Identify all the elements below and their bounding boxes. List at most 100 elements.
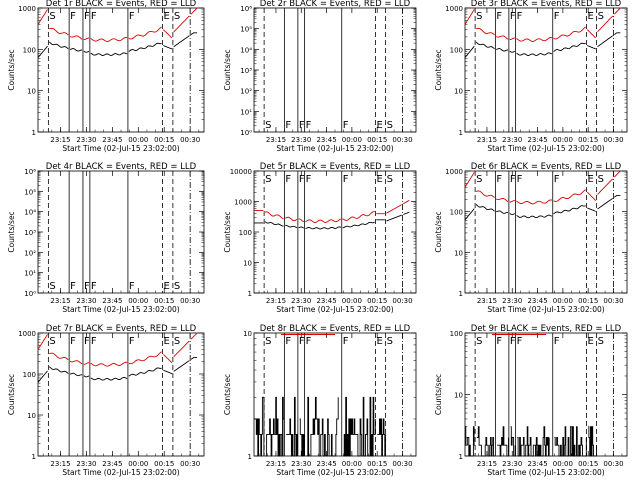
x-axis-label: Start Time (02-Jul-15 23:02:00) — [487, 305, 604, 314]
event-marker-label: F — [554, 174, 560, 185]
x-tick-label: 23:45 — [102, 136, 122, 144]
y-tick-label: 1000 — [234, 199, 252, 207]
x-tick-label: 23:30 — [291, 297, 311, 305]
event-marker-label: F — [306, 174, 312, 185]
event-marker-label: S — [476, 336, 482, 347]
panel-title: Det 3r BLACK = Events, RED = LLD — [471, 0, 622, 9]
event-marker-label: S — [598, 336, 604, 347]
x-axis-label: Start Time (02-Jul-15 23:02:00) — [62, 305, 179, 314]
x-tick-label: 23:15 — [50, 297, 70, 305]
y-axis-label: Counts/sec — [7, 374, 16, 415]
plot-frame — [253, 170, 417, 294]
x-tick-label: 23:45 — [527, 297, 547, 305]
x-tick-label: 23:30 — [291, 136, 311, 144]
x-tick-label: 23:45 — [102, 297, 122, 305]
y-tick-label: 100 — [450, 330, 463, 338]
y-tick-label: 1 — [459, 129, 463, 137]
event-marker-label: F — [84, 281, 90, 292]
y-tick-label: 1 — [248, 290, 252, 298]
event-marker-label: F — [554, 336, 560, 347]
y-axis-label: Counts/sec — [223, 374, 232, 415]
panel-title: Det 4r BLACK = Events, RED = LLD — [46, 162, 197, 172]
x-tick-label: 23:30 — [291, 460, 311, 468]
x-tick-label: 23:15 — [266, 136, 286, 144]
panel-title: Det 1r BLACK = Events, RED = LLD — [46, 0, 197, 9]
x-tick-label: 00:30 — [180, 136, 200, 144]
y-tick-label: 10³ — [240, 67, 252, 75]
event-marker-label: F — [299, 120, 305, 131]
y-tick-label: 10 — [454, 88, 463, 96]
x-axis-label: Start Time (02-Jul-15 23:02:00) — [276, 468, 393, 477]
event-marker-label: F — [496, 336, 502, 347]
y-tick-label: 10² — [240, 88, 252, 96]
event-marker-label: S — [265, 336, 271, 347]
panel-title: Det 8r BLACK = Events, RED = LLD — [260, 324, 411, 334]
y-axis-label: Counts/sec — [223, 49, 232, 90]
panel-title: Det 2r BLACK = Events, RED = LLD — [260, 0, 411, 9]
y-tick-label: 1000 — [18, 330, 36, 338]
events-series-line — [254, 396, 386, 457]
y-axis-label: Counts/sec — [223, 211, 232, 252]
y-axis-label: Counts/sec — [7, 211, 16, 252]
event-marker-label: F — [285, 174, 291, 185]
x-axis-label: Start Time (02-Jul-15 23:02:00) — [62, 468, 179, 477]
x-tick-label: 23:45 — [316, 136, 336, 144]
y-tick-label: 10¹ — [24, 270, 36, 278]
event-marker-label: E — [588, 174, 594, 185]
x-tick-label: 00:15 — [154, 297, 174, 305]
x-tick-label: 23:15 — [266, 460, 286, 468]
event-marker-label: S — [598, 174, 604, 185]
detector-panel-7: Det 7r BLACK = Events, RED = LLD 1 10 100 10… — [7, 324, 205, 477]
y-tick-label: 1000 — [445, 5, 463, 13]
event-marker-label: S — [476, 11, 482, 22]
event-marker-label: E — [588, 11, 594, 22]
event-marker-label: F — [343, 120, 349, 131]
y-tick-label: 1 — [248, 453, 252, 461]
event-marker-label: F — [554, 11, 560, 22]
y-axis-label: Counts/sec — [434, 211, 443, 252]
y-tick-label: 1 — [32, 453, 36, 461]
x-tick-label: 23:45 — [527, 136, 547, 144]
x-tick-label: 00:00 — [553, 460, 573, 468]
event-marker-label: F — [510, 11, 516, 22]
y-tick-label: 10³ — [24, 229, 36, 237]
panel-title: Det 9r BLACK = Events, RED = LLD — [471, 324, 622, 334]
y-tick-label: 10⁶ — [240, 5, 252, 13]
event-marker-label: S — [265, 120, 271, 131]
event-marker-label: F — [129, 281, 135, 292]
event-marker-label: F — [517, 174, 523, 185]
event-marker-label: S — [174, 281, 180, 292]
event-marker-label: S — [49, 281, 55, 292]
y-tick-label: 100 — [450, 46, 463, 54]
event-marker-label: F — [91, 336, 97, 347]
x-tick-label: 00:15 — [578, 460, 598, 468]
events-series-line — [464, 32, 621, 58]
x-tick-label: 00:15 — [578, 297, 598, 305]
y-tick-label: 10⁰ — [24, 290, 36, 298]
plot-frame — [37, 170, 205, 294]
event-marker-label: F — [299, 174, 305, 185]
y-tick-label: 10⁵ — [240, 26, 252, 34]
x-tick-label: 23:30 — [76, 136, 96, 144]
event-marker-label: F — [517, 11, 523, 22]
x-tick-label: 23:30 — [76, 297, 96, 305]
y-tick-label: 10¹ — [240, 108, 252, 116]
x-tick-label: 23:45 — [316, 297, 336, 305]
event-marker-label: F — [510, 174, 516, 185]
x-axis-label: Start Time (02-Jul-15 23:02:00) — [62, 144, 179, 153]
x-tick-label: 00:15 — [367, 136, 387, 144]
detector-panel-5: Det 5r BLACK = Events, RED = LLD 1 10 100 10… — [223, 162, 417, 314]
event-marker-label: F — [129, 11, 135, 22]
x-axis-label: Start Time (02-Jul-15 23:02:00) — [487, 468, 604, 477]
y-tick-label: 10 — [243, 260, 252, 268]
x-tick-label: 00:00 — [553, 136, 573, 144]
event-marker-label: E — [164, 281, 170, 292]
x-tick-label: 00:30 — [392, 136, 412, 144]
y-axis-label: Counts/sec — [434, 49, 443, 90]
event-marker-label: F — [343, 174, 349, 185]
event-marker-label: F — [306, 336, 312, 347]
event-marker-label: F — [70, 281, 76, 292]
x-axis-label: Start Time (02-Jul-15 23:02:00) — [276, 144, 393, 153]
x-axis-label: Start Time (02-Jul-15 23:02:00) — [487, 144, 604, 153]
event-marker-label: F — [510, 336, 516, 347]
